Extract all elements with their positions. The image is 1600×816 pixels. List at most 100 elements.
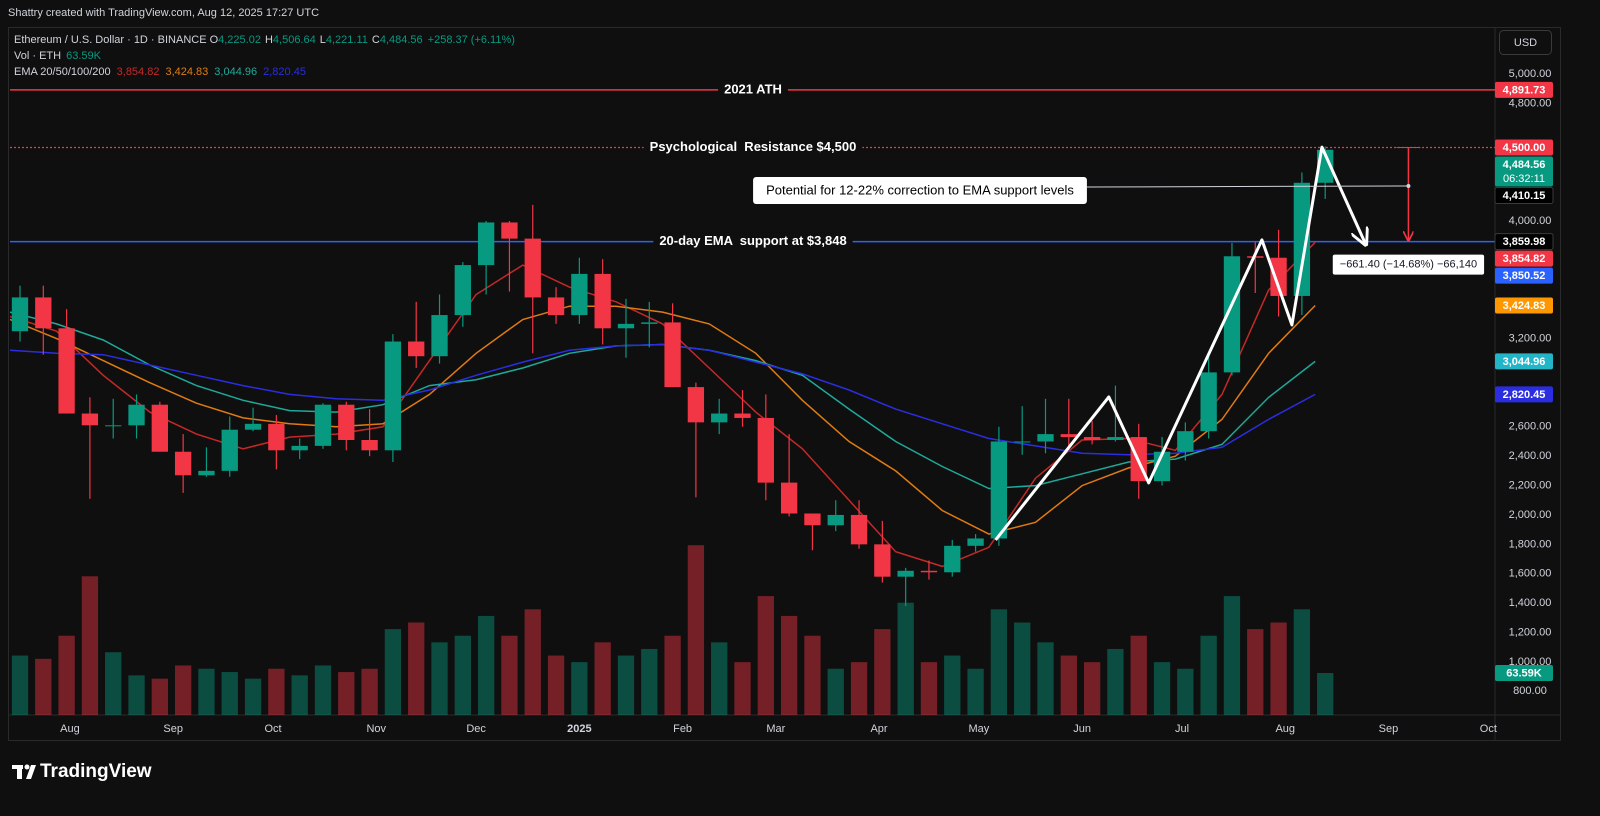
legend-line: Ethereum / U.S. Dollar · 1D · BINANCE O4,…	[14, 34, 515, 46]
volume-bar	[384, 629, 402, 715]
candle-body	[408, 341, 425, 357]
candle-body	[1223, 256, 1241, 373]
price-badge	[1495, 139, 1553, 156]
callout-anchor	[1406, 184, 1411, 188]
callout-connector	[1086, 185, 1409, 188]
legend-ema-label: EMA 20/50/100/200	[14, 66, 111, 78]
volume-bar	[827, 668, 844, 715]
x-tick-label: Jun	[1073, 723, 1091, 735]
volume-bar	[990, 609, 1008, 715]
volume-bar	[174, 665, 192, 715]
x-tick-label: Oct	[1480, 723, 1497, 735]
candle-body	[268, 423, 285, 451]
volume-bar	[780, 615, 798, 715]
candle-body	[944, 545, 961, 573]
y-tick-label: 800.00	[1513, 685, 1547, 697]
volume-bar	[1083, 662, 1101, 715]
price-badge-label: 4,484.56	[1503, 159, 1546, 171]
candle-body	[641, 322, 658, 324]
brand-logo	[12, 764, 36, 779]
volume-bar	[431, 642, 448, 715]
price-badge	[1495, 250, 1553, 267]
volume-bar	[524, 609, 541, 715]
candle-body	[35, 297, 52, 329]
volume-bar	[268, 668, 285, 715]
y-tick-label: 1,200.00	[1509, 626, 1552, 638]
candle-body	[1270, 257, 1287, 296]
candle-body	[58, 328, 75, 414]
volume-bar	[221, 672, 238, 715]
candle-body	[850, 514, 868, 545]
legend-ohlc-key: C	[372, 34, 380, 46]
currency-button[interactable]	[1499, 30, 1552, 55]
volume-bar	[897, 602, 914, 715]
x-tick-label: Dec	[466, 723, 486, 735]
level-label: 2021 ATH	[724, 81, 782, 96]
volume-bar	[757, 596, 774, 715]
candle-body	[314, 404, 332, 446]
legend-change: +258.37 (+6.11%)	[428, 34, 515, 46]
volume-badge	[1495, 664, 1553, 681]
price-badge	[1495, 386, 1553, 403]
ema-line	[10, 304, 1316, 535]
y-tick-label: 1,400.00	[1509, 597, 1552, 609]
candle-body	[1293, 182, 1311, 296]
legend-ohlc-key: H	[265, 34, 273, 46]
candle-body	[338, 404, 355, 440]
volume-bar	[244, 678, 262, 715]
price-badge-label: 3,424.83	[1503, 300, 1546, 312]
level-label-bg	[718, 80, 788, 99]
legend-ema-value: 3,044.96	[214, 66, 257, 78]
x-tick-label: Jul	[1175, 723, 1189, 735]
volume-bar	[1107, 648, 1124, 715]
candle-body	[571, 273, 588, 316]
volume-bar	[477, 615, 495, 715]
volume-bar	[501, 635, 518, 715]
candle-body	[547, 297, 565, 316]
volume-bar	[198, 668, 215, 715]
price-badge	[1495, 81, 1553, 98]
volume-bar	[594, 642, 611, 715]
candle-body	[361, 439, 378, 451]
volume-bar	[687, 545, 705, 715]
volume-bar	[664, 635, 681, 715]
measure-label: −661.40 (−14.68%) −66,140	[1340, 258, 1477, 270]
candle-body	[11, 297, 29, 332]
candle-body	[384, 341, 402, 451]
volume-bar	[1223, 596, 1241, 715]
legend-volume-label: Vol · ETH	[14, 50, 61, 62]
currency-label[interactable]: USD	[1514, 37, 1537, 49]
legend-volume-value: 63.59K	[66, 50, 102, 62]
volume-bar	[920, 662, 938, 715]
volume-bar	[1317, 672, 1334, 715]
volume-bar	[850, 662, 868, 715]
candle-body	[664, 322, 681, 388]
callout-box	[753, 177, 1087, 204]
y-tick-label: 2,200.00	[1509, 479, 1552, 491]
volume-bar	[361, 668, 378, 715]
candle-body	[291, 445, 308, 451]
candle-body	[734, 413, 751, 418]
candle-body	[897, 570, 914, 577]
y-tick-label: 2,600.00	[1509, 421, 1552, 433]
volume-bar	[617, 655, 635, 715]
x-tick-label: Oct	[264, 723, 281, 735]
volume-bar	[1014, 622, 1031, 715]
volume-bar	[547, 655, 565, 715]
x-tick-label: Sep	[1379, 723, 1399, 735]
price-badge	[1494, 186, 1554, 204]
x-tick-label: Aug	[1275, 723, 1295, 735]
candle-body	[81, 413, 99, 426]
candle-body	[1177, 431, 1194, 452]
volume-bar	[1130, 635, 1147, 715]
price-badge-label: 3,854.82	[1503, 253, 1546, 265]
volume-bar	[454, 635, 471, 715]
y-tick-label: 1,600.00	[1509, 568, 1552, 580]
y-tick-label: 4,800.00	[1509, 97, 1552, 109]
volume-bar	[1200, 635, 1217, 715]
legend-ohlc-value: 4,225.02	[218, 34, 261, 46]
brand-name: TradingView	[40, 761, 152, 782]
volume-bar	[1060, 655, 1077, 715]
volume-bar	[105, 652, 122, 715]
